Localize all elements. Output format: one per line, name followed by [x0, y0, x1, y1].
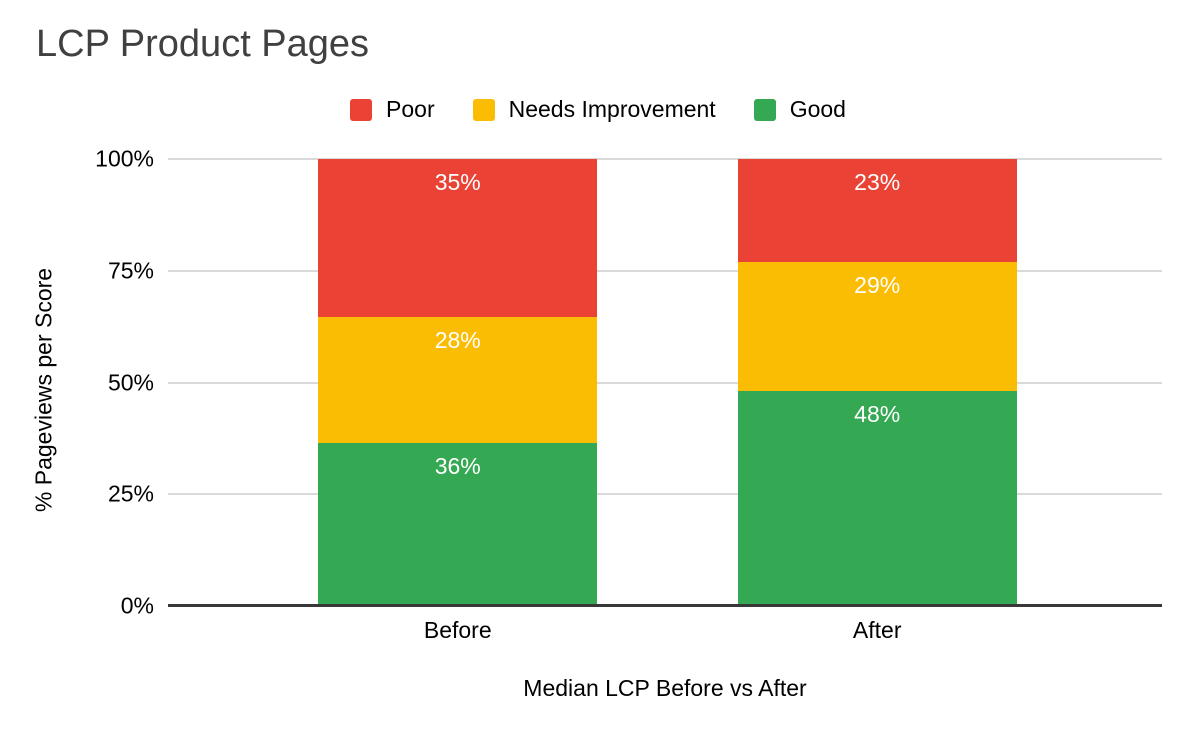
legend: Poor Needs Improvement Good [0, 98, 1196, 121]
data-label-before-needs-improvement: 28% [434, 327, 481, 354]
data-label-after-needs-improvement: 29% [854, 271, 901, 298]
bar-after: 23% 29% 48% [737, 159, 1017, 606]
legend-swatch-good-icon [753, 98, 776, 121]
legend-item-needs-improvement: Needs Improvement [472, 96, 716, 122]
x-axis-line [168, 604, 1162, 607]
y-axis-ticks: 0% 25% 50% 75% 100% [0, 147, 154, 617]
gridline [168, 493, 1162, 496]
gridline [168, 381, 1162, 384]
legend-item-poor: Poor [350, 98, 435, 121]
legend-swatch-poor-icon [350, 98, 373, 121]
bar-segment-after-good: 48% [737, 391, 1017, 606]
bar-segment-before-good: 36% [318, 443, 598, 606]
x-axis-label-before: Before [423, 617, 492, 643]
gridline [168, 269, 1162, 272]
bar-segment-before-poor: 35% [318, 159, 598, 318]
x-axis-title: Median LCP Before vs After [523, 675, 807, 701]
legend-swatch-needs-improvement-icon [472, 98, 495, 121]
bar-segment-after-poor: 23% [737, 159, 1017, 262]
legend-label-needs-improvement: Needs Improvement [508, 96, 716, 122]
bar-segment-after-needs-improvement: 29% [737, 261, 1017, 392]
legend-label-poor: Poor [386, 96, 435, 122]
x-axis-label-after: After [852, 617, 902, 643]
gridline [168, 158, 1162, 160]
data-label-before-poor: 35% [434, 169, 481, 195]
y-tick-label: 100% [95, 145, 154, 172]
legend-label-good: Good [789, 96, 846, 122]
data-label-after-poor: 23% [854, 169, 901, 195]
y-tick-label: 75% [107, 257, 154, 284]
plot-area: 35% 28% 36% 23% 29% 48% [168, 158, 1162, 607]
y-tick-label: 50% [107, 369, 154, 395]
y-tick-label: 0% [120, 592, 154, 619]
data-label-before-good: 36% [434, 453, 481, 480]
y-tick-label: 25% [107, 480, 154, 507]
bar-before: 35% 28% 36% [318, 159, 598, 606]
chart-title: LCP Product Pages [36, 23, 370, 65]
x-axis-labels: Before After [168, 619, 1162, 649]
legend-item-good: Good [753, 96, 846, 122]
bar-segment-before-needs-improvement: 28% [318, 317, 598, 444]
data-label-after-good: 48% [854, 401, 901, 428]
